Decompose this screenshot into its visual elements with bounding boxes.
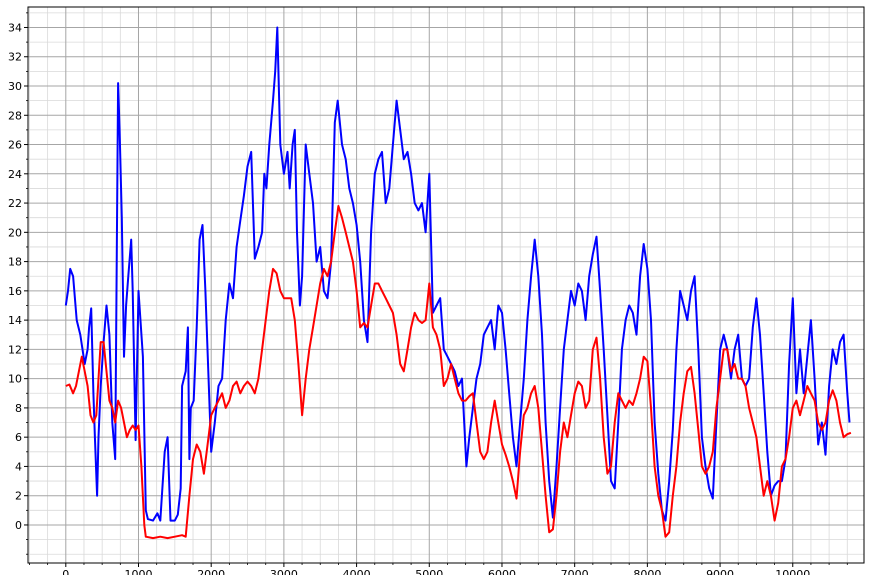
series-layer <box>64 26 852 540</box>
y-tick-label: 34 <box>8 21 22 34</box>
x-tick-label: 3000 <box>270 568 298 575</box>
plot-frame <box>27 6 865 564</box>
y-tick-label: 16 <box>8 285 22 298</box>
x-tick-label: 1000 <box>124 568 152 575</box>
x-tick-label: 5000 <box>415 568 443 575</box>
y-tick-label: 12 <box>8 343 22 356</box>
x-tick-label: 7000 <box>561 568 589 575</box>
y-tick-label: 28 <box>8 109 22 122</box>
series-line-2 <box>65 205 852 540</box>
major-grid <box>28 7 864 563</box>
y-tick-label: 26 <box>8 139 22 152</box>
x-tick-label: 4000 <box>343 568 371 575</box>
x-tick-label: 10000 <box>775 568 810 575</box>
y-tick-label: 0 <box>15 519 22 532</box>
x-tick-label: 2000 <box>197 568 225 575</box>
y-tick-label: 32 <box>8 51 22 64</box>
x-tick-label: 8000 <box>633 568 661 575</box>
y-tick-label: 8 <box>15 402 22 415</box>
x-tick-label: 9000 <box>706 568 734 575</box>
x-tick-label: 6000 <box>488 568 516 575</box>
y-tick-label: 18 <box>8 256 22 269</box>
y-tick-label: 4 <box>15 460 22 473</box>
x-axis-tick-labels: 0 1000 2000 3000 4000 5000 6000 7000 8000 9000 100… <box>62 568 810 575</box>
y-tick-label: 22 <box>8 197 22 210</box>
plot-background <box>28 7 864 563</box>
y-tick-label: 30 <box>8 80 22 93</box>
y-tick-label: 6 <box>15 431 22 444</box>
y-tick-label: 14 <box>8 314 22 327</box>
x-tick-label: 0 <box>62 568 69 575</box>
y-tick-label: 24 <box>8 168 22 181</box>
axis-ticks <box>24 12 848 567</box>
y-tick-label: 10 <box>8 373 22 386</box>
series-line-1 <box>64 26 851 522</box>
y-tick-label: 2 <box>15 490 22 503</box>
y-tick-label: 20 <box>8 226 22 239</box>
